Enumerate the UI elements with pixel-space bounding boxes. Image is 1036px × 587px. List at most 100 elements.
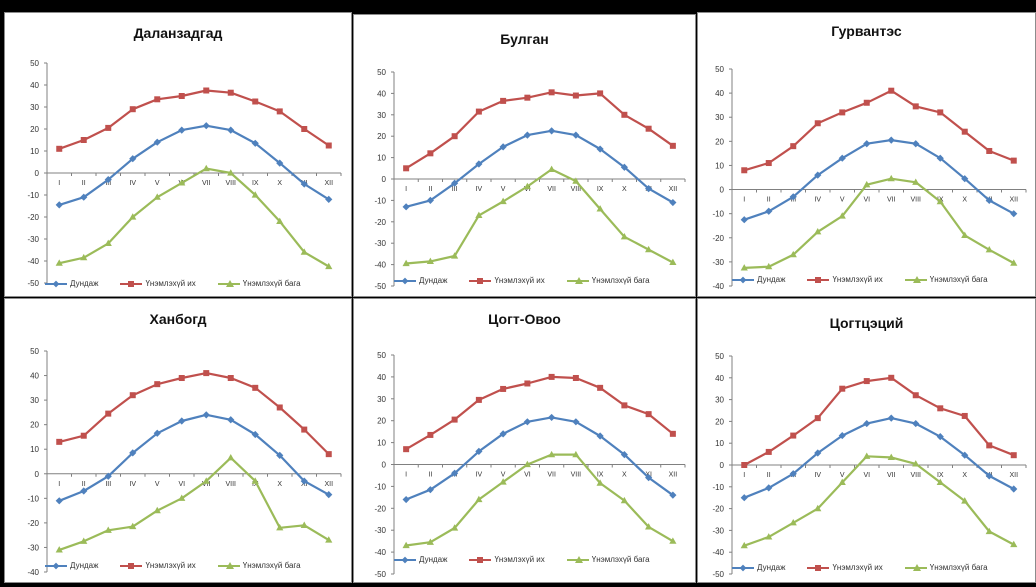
data-point-triangle [961, 231, 969, 238]
data-point-triangle [985, 246, 993, 253]
data-point-triangle [80, 537, 88, 544]
legend-label: Үнэмлэхүй бага [591, 276, 650, 285]
data-point-diamond [887, 414, 895, 422]
chart-panel-tsogttsetsii: Цогтцэций 50 40 30 20 10 0 -10 -20 -30 -40 -50 I II I… [697, 298, 1036, 583]
data-point-diamond [325, 195, 333, 203]
legend-label: Дундаж [757, 275, 786, 284]
x-tick-label: IV [814, 197, 821, 204]
y-tick-label: -10 [712, 483, 724, 492]
data-point-square [500, 385, 507, 392]
data-point-square [741, 462, 748, 468]
data-point-square [572, 374, 579, 381]
data-point-diamond [1010, 210, 1018, 218]
data-point-triangle [202, 477, 210, 484]
legend-item: Дундаж [45, 561, 98, 570]
y-tick-label: -10 [374, 196, 386, 205]
data-point-diamond [227, 416, 235, 424]
data-point-triangle [178, 179, 186, 186]
data-point-square [912, 103, 919, 110]
data-point-diamond [251, 430, 259, 439]
data-point-diamond [451, 179, 459, 187]
data-point-triangle [1010, 259, 1018, 266]
data-point-triangle [202, 164, 210, 172]
x-tick-label: X [622, 472, 627, 479]
data-point-diamond [227, 126, 235, 134]
data-point-triangle [985, 527, 993, 535]
y-tick-label: -40 [27, 257, 39, 266]
y-tick-label: -10 [27, 191, 39, 200]
data-point-square [863, 99, 870, 106]
data-point-diamond [645, 185, 653, 193]
data-point-diamond [548, 413, 556, 422]
data-point-triangle [227, 169, 235, 176]
series-line-square [743, 89, 1015, 172]
x-tick-label: VII [887, 472, 896, 479]
triangle-marker-icon [566, 276, 589, 284]
data-point-triangle [620, 232, 628, 240]
legend-item: Дундаж [394, 555, 447, 564]
data-point-square [814, 120, 821, 127]
data-point-square [451, 416, 458, 423]
x-tick-label: V [155, 481, 160, 488]
data-point-triangle [153, 193, 161, 200]
data-point-square [325, 451, 332, 458]
data-point-diamond [740, 216, 748, 224]
y-tick-label: 10 [30, 445, 39, 454]
x-tick-label: VI [863, 197, 870, 204]
data-point-square [669, 430, 676, 437]
data-point-triangle [740, 264, 748, 271]
x-tick-label: X [277, 180, 282, 187]
data-point-square [986, 147, 993, 154]
legend-item: Дундаж [732, 275, 785, 284]
data-point-triangle [838, 478, 846, 486]
y-tick-label: -10 [27, 494, 39, 503]
y-tick-label: -20 [712, 505, 724, 514]
data-point-square [524, 94, 531, 101]
legend-label: Үнэмлэхүй бага [242, 561, 301, 570]
series-line-diamond [58, 413, 330, 502]
y-tick-label: -40 [712, 548, 724, 557]
x-tick-label: I [743, 197, 745, 204]
data-point-square [790, 432, 797, 439]
x-tick-label: X [962, 472, 967, 479]
chart-legend: Дундаж Үнэмлэхүй их Үнэмлэхүй бага [394, 276, 650, 285]
y-tick-label: 0 [382, 461, 387, 470]
x-tick-label: IX [597, 472, 604, 479]
x-tick-label: XII [669, 472, 678, 479]
x-tick-label: VII [547, 472, 556, 479]
x-tick-label: II [428, 186, 432, 193]
y-tick-label: -20 [27, 519, 39, 528]
data-point-diamond [178, 417, 186, 425]
y-tick-label: -50 [712, 570, 724, 579]
data-point-triangle [276, 217, 284, 224]
x-tick-label: VIII [571, 472, 582, 479]
series-line-diamond [58, 124, 330, 206]
data-point-square [986, 442, 993, 449]
data-point-triangle [572, 450, 580, 458]
data-point-square [203, 87, 210, 94]
y-tick-label: -30 [27, 235, 39, 244]
data-point-triangle [789, 250, 797, 258]
legend-item: Үнэмлэхүй их [469, 555, 545, 564]
line-chart: 50403020100-10-20-30-40-50IIIIIIIVVVIVII… [374, 351, 686, 579]
data-point-square [105, 124, 112, 131]
x-tick-label: V [840, 197, 845, 204]
y-tick-label: 20 [377, 417, 386, 426]
data-point-diamond [523, 131, 531, 139]
legend-item: Үнэмлэхүй бага [904, 275, 988, 284]
data-point-triangle [548, 450, 556, 458]
x-tick-label: II [82, 180, 86, 187]
y-tick-label: 50 [30, 347, 39, 356]
y-tick-label: -40 [374, 548, 386, 557]
data-point-diamond [669, 198, 677, 207]
data-point-triangle [596, 205, 604, 212]
data-point-diamond [814, 449, 822, 457]
series-line-triangle [743, 455, 1015, 547]
legend-label: Үнэмлэхүй бага [242, 279, 301, 288]
data-point-diamond [838, 431, 846, 440]
y-tick-label: -10 [374, 482, 386, 491]
data-point-square [669, 142, 676, 149]
chart-title: Булган [500, 31, 549, 47]
legend-item: Үнэмлэхүй их [469, 276, 545, 285]
data-point-triangle [251, 477, 259, 484]
